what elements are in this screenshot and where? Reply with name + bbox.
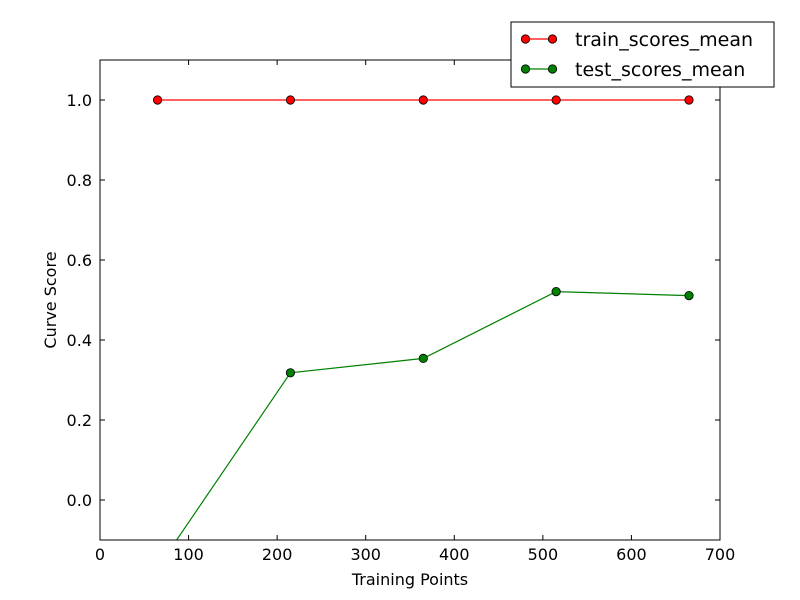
legend-marker-test bbox=[520, 64, 531, 74]
legend: train_scores_mean test_scores_mean bbox=[510, 21, 775, 88]
data-point-train bbox=[418, 95, 428, 105]
data-point-test bbox=[551, 286, 561, 297]
data-point-train bbox=[152, 95, 163, 105]
y-tick-label: 0.8 bbox=[67, 171, 92, 190]
x-axis: 0 100 200 300 400 500 600 700 bbox=[95, 60, 735, 564]
x-tick-label: 300 bbox=[350, 545, 381, 564]
legend-label-test: test_scores_mean bbox=[575, 59, 745, 81]
x-tick-label: 600 bbox=[616, 545, 647, 564]
y-tick-label: 0.0 bbox=[67, 491, 92, 510]
y-axis: 0.0 0.2 0.4 0.6 0.8 1.0 bbox=[67, 91, 720, 510]
y-tick-label: 1.0 bbox=[67, 91, 92, 110]
y-tick-label: 0.2 bbox=[67, 411, 92, 430]
series-layer bbox=[152, 95, 694, 540]
y-tick-label: 0.6 bbox=[67, 251, 92, 270]
data-point-train bbox=[684, 95, 694, 105]
x-tick-label: 0 bbox=[95, 545, 105, 564]
y-tick-label: 0.4 bbox=[67, 331, 92, 350]
x-axis-label: Training Points bbox=[351, 570, 468, 589]
legend-box bbox=[510, 21, 775, 88]
legend-marker-train bbox=[520, 34, 531, 44]
x-tick-label: 700 bbox=[705, 545, 736, 564]
x-tick-label: 100 bbox=[173, 545, 204, 564]
x-tick-label: 500 bbox=[528, 545, 559, 564]
data-point-test bbox=[684, 290, 694, 301]
data-point-train bbox=[551, 95, 561, 105]
legend-marker-test bbox=[547, 64, 558, 74]
legend-label-train: train_scores_mean bbox=[575, 29, 753, 51]
plot-frame bbox=[99, 59, 721, 541]
legend-marker-train bbox=[547, 34, 558, 44]
data-point-test bbox=[285, 368, 296, 378]
data-point-test bbox=[418, 353, 428, 363]
x-tick-label: 400 bbox=[439, 545, 470, 564]
x-tick-label: 200 bbox=[262, 545, 293, 564]
y-axis-label: Curve Score bbox=[41, 251, 60, 348]
data-point-train bbox=[285, 95, 296, 105]
plot-area bbox=[100, 60, 720, 540]
